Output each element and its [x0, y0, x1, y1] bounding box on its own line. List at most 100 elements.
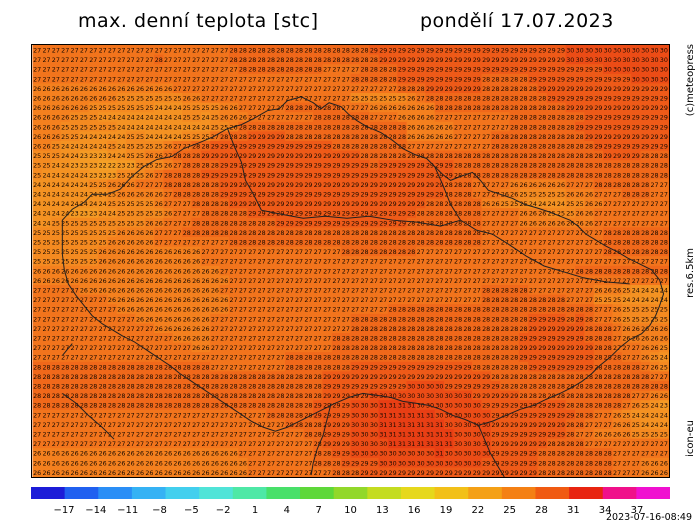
grid-cell [275, 313, 286, 324]
grid-value: 27 [52, 66, 60, 74]
grid-value: 29 [389, 171, 397, 179]
grid-value: 27 [201, 85, 209, 93]
grid-value: 29 [417, 46, 425, 54]
grid-cell [415, 131, 426, 142]
grid-cell [126, 217, 136, 228]
grid-value: 27 [314, 248, 322, 256]
grid-cell [200, 73, 211, 84]
grid-cell [163, 275, 174, 286]
grid-cell [621, 304, 632, 315]
grid-cell [500, 73, 511, 84]
grid-value: 28 [164, 171, 172, 179]
grid-value: 27 [145, 56, 153, 64]
grid-value: 27 [407, 258, 415, 266]
grid-value: 29 [426, 56, 434, 64]
grid-cell [574, 294, 585, 305]
grid-value: 27 [33, 286, 41, 294]
grid-value: 27 [258, 75, 266, 83]
grid-value: 27 [435, 142, 443, 150]
grid-cell [266, 64, 277, 75]
grid-cell [649, 256, 660, 267]
grid-cell [593, 169, 604, 180]
grid-cell [135, 323, 146, 334]
grid-cell [322, 45, 333, 56]
grid-value: 27 [398, 286, 406, 294]
grid-cell [313, 112, 324, 123]
grid-value: 28 [342, 229, 350, 237]
grid-cell [425, 131, 436, 142]
grid-value: 29 [557, 66, 565, 74]
grid-value: 26 [145, 258, 153, 266]
grid-value: 27 [220, 75, 228, 83]
grid-value: 28 [183, 229, 191, 237]
grid-cell [631, 265, 642, 276]
grid-cell [32, 198, 43, 209]
grid-value: 24 [42, 210, 50, 218]
grid-cell [116, 112, 127, 123]
grid-cell [341, 313, 352, 324]
grid-cell [472, 102, 483, 113]
grid-cell [41, 45, 52, 56]
grid-cell [640, 160, 651, 171]
grid-value: 28 [389, 238, 397, 246]
grid-cell [593, 83, 604, 94]
grid-cell [144, 73, 155, 84]
grid-value: 27 [61, 56, 69, 64]
grid-value: 25 [136, 210, 144, 218]
grid-cell [565, 64, 576, 75]
grid-value: 27 [304, 286, 312, 294]
grid-value: 27 [258, 258, 266, 266]
grid-value: 28 [529, 296, 537, 304]
grid-value: 27 [360, 277, 368, 285]
grid-value: 27 [220, 66, 228, 74]
grid-cell [490, 121, 501, 132]
grid-value: 28 [510, 75, 518, 83]
grid-value: 27 [220, 286, 228, 294]
grid-cell [509, 73, 520, 84]
grid-cell [266, 189, 277, 200]
grid-cell [444, 92, 454, 104]
grid-cell [285, 140, 295, 152]
grid-cell [69, 45, 80, 56]
grid-cell [500, 198, 511, 209]
grid-value: 28 [632, 238, 640, 246]
grid-value: 24 [42, 200, 50, 208]
grid-cell [425, 265, 436, 276]
grid-cell [350, 160, 361, 171]
grid-cell [182, 284, 193, 296]
grid-value: 29 [267, 152, 275, 160]
grid-cell [565, 304, 576, 315]
grid-value: 28 [566, 142, 574, 150]
grid-value: 27 [342, 267, 350, 275]
grid-cell [359, 45, 370, 56]
grid-cell [238, 227, 249, 238]
grid-value: 27 [127, 75, 135, 83]
grid-value: 27 [201, 46, 209, 54]
grid-value: 26 [192, 258, 200, 266]
grid-value: 28 [342, 46, 350, 54]
grid-cell [313, 45, 324, 56]
grid-cell [612, 169, 623, 180]
grid-cell [406, 198, 417, 209]
grid-value: 27 [323, 286, 331, 294]
grid-value: 27 [398, 258, 406, 266]
grid-cell [191, 304, 202, 315]
grid-cell [406, 121, 417, 132]
grid-cell [285, 294, 295, 305]
grid-value: 27 [323, 258, 331, 266]
grid-cell [397, 140, 408, 152]
grid-cell [397, 256, 408, 267]
grid-cell [462, 227, 473, 238]
grid-value: 27 [276, 296, 284, 304]
grid-cell [219, 323, 230, 334]
grid-value: 27 [220, 267, 228, 275]
grid-cell [32, 92, 43, 104]
grid-value: 26 [557, 181, 565, 189]
grid-value: 28 [192, 190, 200, 198]
grid-cell [490, 323, 501, 334]
grid-value: 27 [389, 277, 397, 285]
grid-cell [247, 304, 258, 315]
grid-value: 27 [183, 85, 191, 93]
grid-value: 25 [99, 229, 107, 237]
grid-cell [154, 112, 165, 123]
